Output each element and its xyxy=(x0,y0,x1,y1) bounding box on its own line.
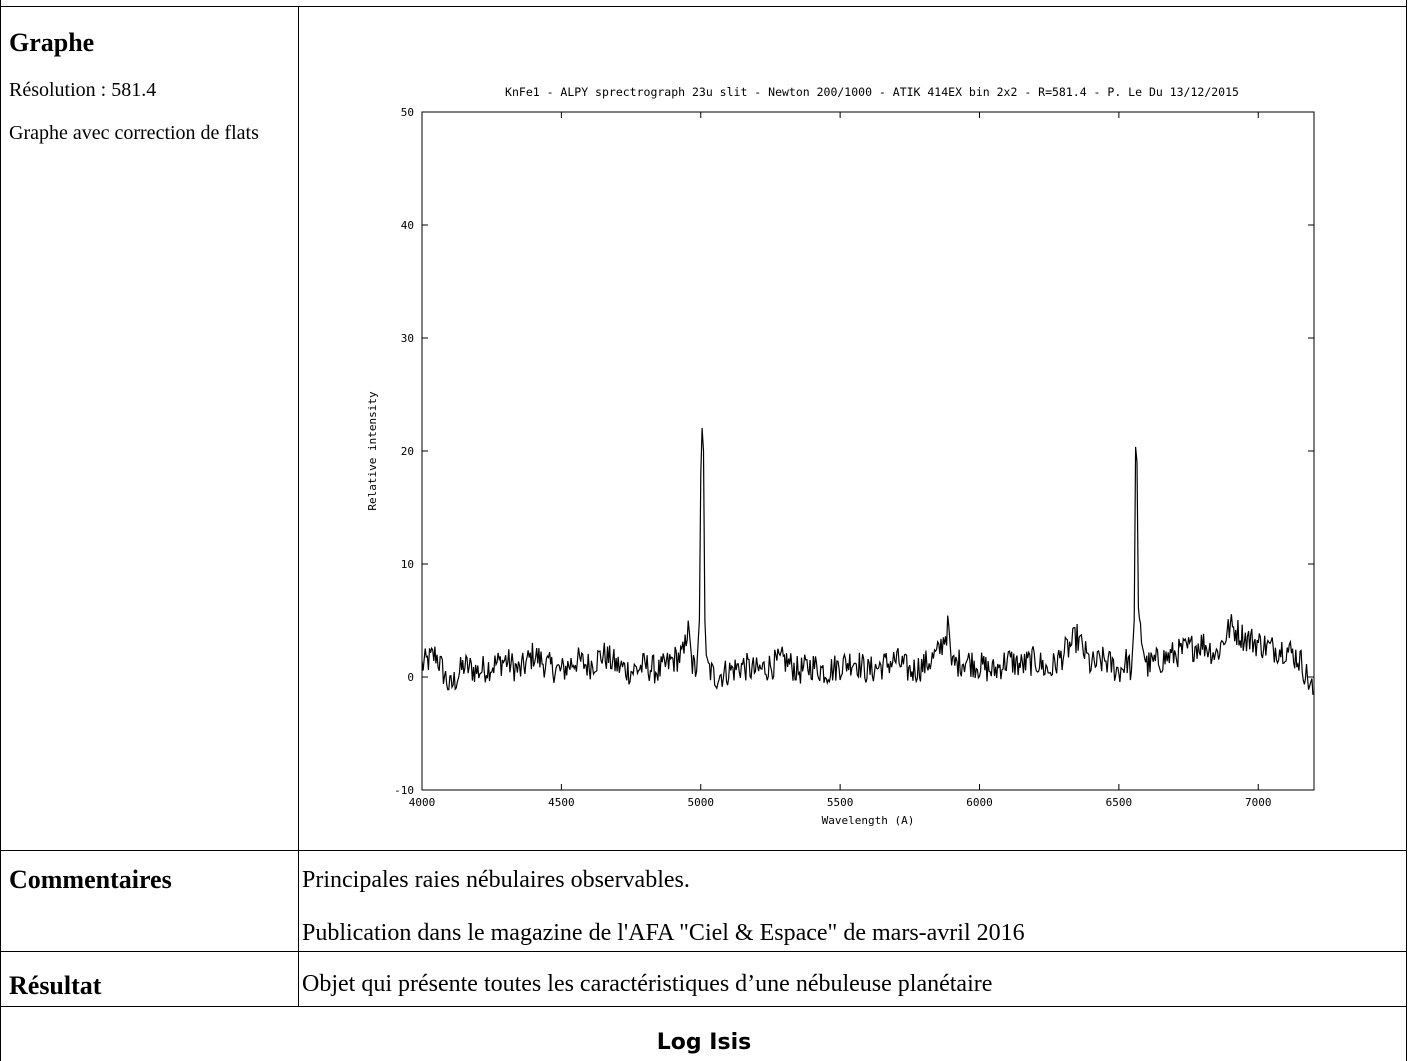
table-border-left xyxy=(0,0,1,1061)
chart-title: KnFe1 - ALPY sprectrograph 23u slit - Ne… xyxy=(505,85,1239,99)
resolution-text: Résolution : 581.4 xyxy=(9,79,157,101)
x-tick-label: 5500 xyxy=(827,796,854,809)
flats-note: Graphe avec correction de flats xyxy=(9,122,259,144)
x-tick-label: 4000 xyxy=(409,796,436,809)
comments-line-1: Principales raies nébulaires observables… xyxy=(302,867,690,893)
row-divider-comments xyxy=(0,951,1407,952)
row-divider-result xyxy=(0,1006,1407,1007)
y-tick-label: 50 xyxy=(401,106,414,119)
x-tick-label: 6500 xyxy=(1106,796,1133,809)
x-axis-label: Wavelength (A) xyxy=(822,814,915,827)
plot-frame xyxy=(421,111,1315,791)
row-divider-graph xyxy=(0,850,1407,851)
x-tick-label: 6000 xyxy=(966,796,993,809)
table-border-top xyxy=(0,6,1407,7)
log-isis-heading: Log Isis xyxy=(656,1030,752,1055)
graph-heading: Graphe xyxy=(9,28,95,57)
y-tick-label: -10 xyxy=(394,784,414,797)
comments-line-2: Publication dans le magazine de l'AFA "C… xyxy=(302,920,1025,946)
column-divider xyxy=(298,6,299,1006)
comments-label: Commentaires xyxy=(9,865,172,894)
y-tick-label: 0 xyxy=(407,671,414,684)
spectrum-chart: KnFe1 - ALPY sprectrograph 23u slit - Ne… xyxy=(366,85,1315,827)
result-text: Objet qui présente toutes les caractéris… xyxy=(302,971,993,997)
x-tick-label: 7000 xyxy=(1245,796,1272,809)
y-tick-label: 30 xyxy=(401,332,414,345)
y-axis-label: Relative intensity xyxy=(366,391,379,511)
result-label: Résultat xyxy=(9,971,102,1000)
x-tick-label: 5000 xyxy=(688,796,715,809)
y-tick-label: 40 xyxy=(401,219,414,232)
y-tick-label: 10 xyxy=(401,558,414,571)
y-tick-label: 20 xyxy=(401,445,414,458)
spectrum-line xyxy=(421,427,1315,695)
table-border-right xyxy=(1406,0,1407,1061)
x-tick-label: 4500 xyxy=(548,796,575,809)
